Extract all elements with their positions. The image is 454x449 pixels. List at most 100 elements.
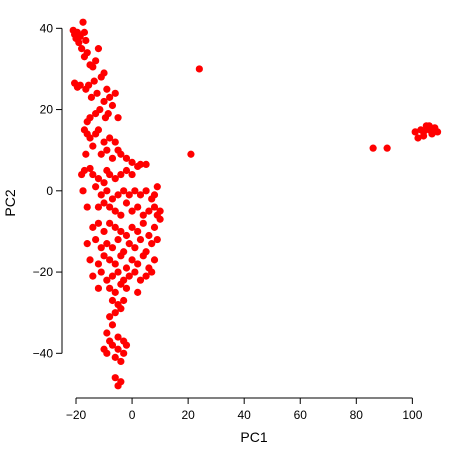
data-point <box>122 341 131 349</box>
data-point <box>103 187 111 195</box>
data-point <box>92 110 100 118</box>
data-point <box>86 256 94 264</box>
data-point <box>83 203 91 211</box>
data-point <box>150 191 159 199</box>
data-point <box>111 353 119 361</box>
data-point <box>156 207 164 215</box>
data-point <box>411 128 419 136</box>
data-point <box>111 175 119 183</box>
data-point <box>122 231 131 240</box>
data-point <box>106 313 114 321</box>
data-point <box>122 166 131 175</box>
data-point <box>131 244 139 252</box>
data-point <box>108 296 117 305</box>
data-point <box>120 187 128 195</box>
data-point <box>142 187 150 195</box>
data-point <box>419 132 428 140</box>
data-point <box>136 276 145 284</box>
data-point <box>108 321 117 329</box>
data-point <box>134 203 142 211</box>
data-point <box>108 195 117 203</box>
data-point <box>117 305 125 313</box>
y-tick-label: 0 <box>46 184 53 198</box>
data-point <box>122 284 131 292</box>
data-point <box>114 345 122 353</box>
data-point <box>108 101 117 110</box>
data-point <box>139 211 147 219</box>
x-tick-label: 40 <box>238 408 252 422</box>
data-point <box>122 154 131 162</box>
data-point <box>94 45 103 53</box>
data-point <box>131 187 139 195</box>
data-point <box>82 150 90 158</box>
data-point <box>92 235 100 244</box>
data-point <box>156 215 164 223</box>
data-point <box>150 223 159 231</box>
data-point <box>153 235 161 244</box>
y-tick-label: 20 <box>40 103 54 117</box>
data-point <box>106 284 114 292</box>
data-point <box>187 150 195 158</box>
data-point <box>122 264 131 272</box>
data-point <box>111 260 119 268</box>
data-point <box>80 53 89 61</box>
data-point <box>128 256 136 264</box>
data-point <box>111 138 119 146</box>
data-point <box>75 38 83 47</box>
data-point <box>92 183 100 191</box>
data-point <box>433 128 442 136</box>
data-point <box>87 93 96 101</box>
data-point <box>134 260 142 268</box>
data-point <box>89 142 97 150</box>
x-tick-label: 60 <box>294 408 308 422</box>
data-point <box>93 89 101 97</box>
data-point <box>100 199 108 207</box>
data-point <box>131 268 139 276</box>
x-tick-label: 80 <box>350 408 364 422</box>
data-point <box>125 191 133 199</box>
data-point <box>90 77 98 85</box>
data-point <box>128 170 136 179</box>
data-point <box>100 97 108 106</box>
data-point <box>134 227 142 236</box>
data-point <box>117 211 125 219</box>
data-point <box>94 126 103 134</box>
x-axis-title: PC1 <box>240 429 267 445</box>
data-point <box>103 329 111 337</box>
data-point <box>414 134 422 142</box>
data-point <box>83 240 91 248</box>
data-point <box>108 272 117 280</box>
data-point <box>97 191 105 199</box>
data-point <box>103 146 111 154</box>
data-point <box>114 114 122 122</box>
data-point <box>139 252 147 260</box>
data-point <box>136 191 145 199</box>
data-point <box>86 134 94 142</box>
y-tick-label: −20 <box>33 265 54 279</box>
data-point <box>117 170 125 179</box>
data-point <box>111 288 119 296</box>
data-point <box>89 223 97 231</box>
data-point <box>136 235 145 244</box>
data-point <box>71 79 79 87</box>
data-point <box>150 256 159 264</box>
data-point <box>103 240 111 248</box>
data-point <box>114 268 122 276</box>
data-point <box>111 207 119 215</box>
data-point <box>83 118 91 126</box>
data-point <box>117 280 125 288</box>
data-point <box>89 63 97 71</box>
data-point <box>106 203 114 211</box>
y-axis-title: PC2 <box>2 189 18 216</box>
data-point <box>94 175 103 183</box>
data-point <box>428 130 436 138</box>
data-point <box>80 28 89 36</box>
data-point <box>425 122 433 130</box>
data-point <box>79 187 87 195</box>
data-point <box>80 166 89 175</box>
data-point <box>117 357 125 366</box>
axes: −20 0 20 40 60 80 100 −40 −20 0 20 40 <box>33 21 423 422</box>
data-point <box>111 309 119 317</box>
data-point <box>100 179 108 187</box>
